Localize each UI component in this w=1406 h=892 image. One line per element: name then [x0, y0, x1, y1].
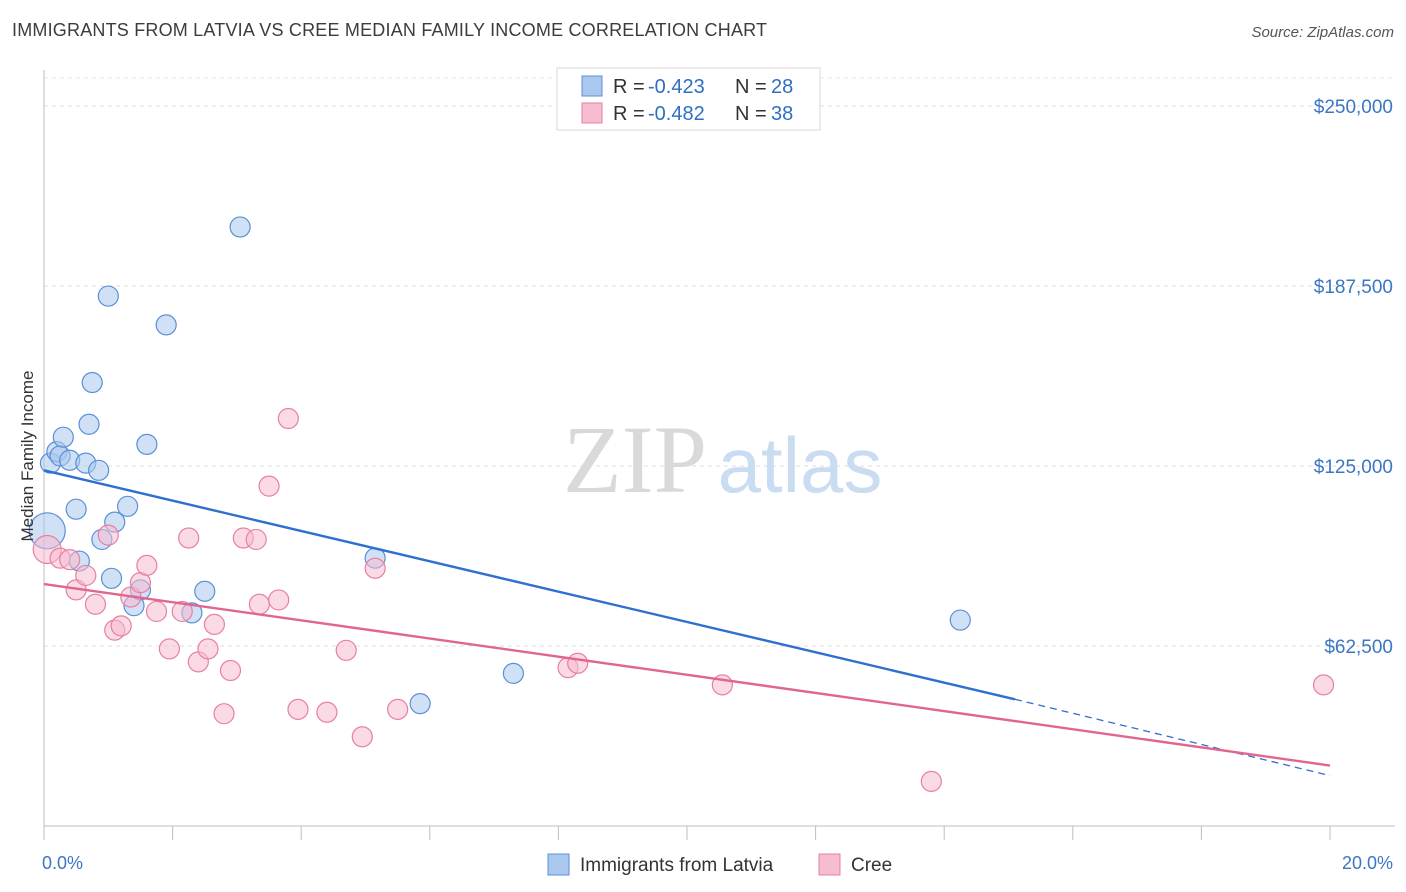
latvia-trend-line	[43, 469, 1016, 701]
cree-point-34	[567, 652, 589, 674]
cree-point-6	[97, 524, 119, 546]
cree-point-36	[920, 770, 942, 792]
cree-point-31	[364, 557, 386, 579]
cree-point-8	[110, 615, 132, 637]
cree-point-30	[351, 726, 373, 748]
cree-point-11	[136, 554, 158, 576]
latvia-point-22	[229, 216, 251, 238]
grid-lines	[44, 77, 1395, 647]
bottom-legend-swatch-cree	[818, 853, 841, 876]
bottom-legend-swatch-latvia	[547, 853, 570, 876]
latvia-point-21	[194, 580, 216, 602]
cree-point-15	[178, 527, 200, 549]
y-tick-label-0: $62,500	[1324, 637, 1393, 658]
cree-point-23	[248, 593, 271, 615]
y-tick-label-1: $125,000	[1314, 457, 1393, 478]
cree-point-12	[145, 600, 168, 623]
watermark-atlas: atlas	[718, 421, 883, 509]
latvia-point-25	[502, 662, 524, 684]
legend-r-label-latvia: R =	[613, 76, 645, 98]
legend-swatch-latvia	[581, 75, 603, 97]
cree-point-4	[75, 564, 97, 587]
latvia-point-3	[52, 426, 74, 448]
latvia-point-10	[88, 459, 110, 481]
latvia-trend-extension	[1014, 698, 1331, 777]
latvia-point-5	[65, 498, 87, 520]
stats-legend: R = -0.423 N = 28 R = -0.482 N = 38	[556, 67, 821, 131]
cree-point-19	[213, 703, 235, 725]
cree-point-18	[203, 613, 225, 636]
y-tick-label-2: $187,500	[1314, 277, 1393, 298]
latvia-point-26	[949, 609, 971, 631]
trend-lines	[43, 469, 1331, 777]
cree-point-25	[268, 589, 290, 611]
legend-r-value-cree: -0.482	[648, 103, 705, 125]
cree-point-28	[316, 701, 338, 723]
chart-title: IMMIGRANTS FROM LATVIA VS CREE MEDIAN FA…	[12, 20, 768, 40]
x-tick-label-end: 20.0%	[1342, 853, 1393, 873]
cree-point-17	[197, 638, 219, 660]
x-tick-labels: 0.0% 20.0%	[42, 853, 1393, 873]
legend-n-value-cree: 38	[771, 103, 793, 125]
latvia-point-18	[136, 433, 158, 455]
legend-swatch-cree	[581, 102, 603, 124]
latvia-point-24	[409, 692, 431, 715]
latvia-point-9	[81, 371, 103, 394]
cree-point-22	[245, 528, 267, 551]
legend-r-label-cree: R =	[613, 103, 645, 125]
cree-point-13	[158, 638, 180, 660]
cree-trend-line	[43, 582, 1331, 767]
legend-n-value-latvia: 28	[771, 76, 793, 98]
cree-point-20	[219, 659, 242, 682]
cree-point-37	[1312, 674, 1335, 696]
cree-point-29	[335, 639, 357, 661]
y-tick-label-3: $250,000	[1314, 97, 1393, 118]
watermark-zip: ZIP	[563, 406, 707, 513]
y-tick-labels: $62,500 $125,000 $187,500 $250,000	[1314, 97, 1393, 658]
series-legend: Immigrants from Latvia Cree	[547, 853, 892, 876]
source-credit: Source: ZipAtlas.com	[1251, 24, 1394, 41]
latvia-point-12	[97, 285, 119, 307]
axes	[43, 70, 1395, 840]
latvia-point-19	[155, 314, 177, 336]
cree-point-32	[387, 698, 409, 720]
latvia-point-13	[100, 567, 123, 589]
cree-point-24	[258, 475, 280, 497]
cree-point-27	[287, 698, 309, 720]
data-points	[28, 216, 1335, 792]
legend-r-value-latvia: -0.423	[648, 76, 705, 98]
cree-point-14	[171, 600, 193, 623]
latvia-point-15	[116, 495, 139, 517]
bottom-legend-label-latvia: Immigrants from Latvia	[580, 855, 774, 876]
latvia-point-8	[78, 413, 100, 435]
cree-point-26	[277, 407, 299, 430]
x-tick-label-start: 0.0%	[42, 853, 83, 873]
y-axis-label: Median Family Income	[18, 370, 37, 541]
legend-n-label-cree: N =	[735, 103, 767, 125]
bottom-legend-label-cree: Cree	[851, 855, 892, 876]
legend-n-label-latvia: N =	[735, 76, 767, 98]
cree-point-5	[84, 593, 107, 615]
cree-point-2	[59, 548, 81, 571]
